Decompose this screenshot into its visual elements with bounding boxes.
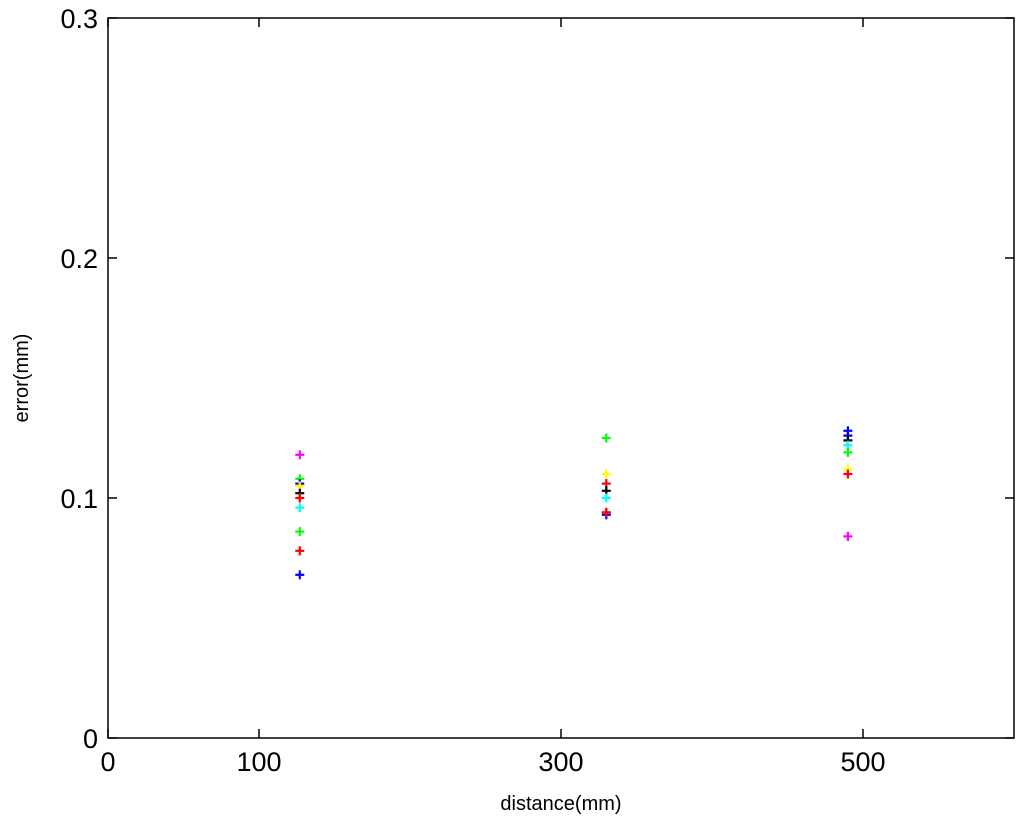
x-tick-label: 300 [538,747,583,777]
data-points [295,426,853,580]
x-axis-label: distance(mm) [500,793,621,815]
y-tick-label: 0.2 [60,244,98,274]
data-point-24 [843,469,853,479]
data-point-25 [843,531,853,541]
data-point-8 [295,546,305,556]
data-point-22 [843,447,853,457]
data-point-7 [295,527,305,537]
data-point-14 [601,493,611,503]
y-axis-label: error(mm) [11,334,33,423]
data-point-0 [295,450,305,460]
data-point-11 [601,469,611,479]
data-point-17 [601,507,611,517]
x-tick-label: 0 [100,747,115,777]
data-point-5 [295,493,305,503]
data-point-9 [295,570,305,580]
tick-labels: 0 100 300 500 0 0.1 0.2 0.3 [60,4,885,777]
plot-area-frame [107,17,1015,739]
y-tick-label: 0.1 [60,484,98,514]
y-tick-label: 0.3 [60,4,98,34]
y-tick-label: 0 [83,724,98,754]
x-tick-label: 500 [840,747,885,777]
x-tick-label: 100 [236,747,281,777]
data-point-10 [601,433,611,443]
axis-ticks [107,17,1014,739]
data-point-6 [295,503,305,513]
